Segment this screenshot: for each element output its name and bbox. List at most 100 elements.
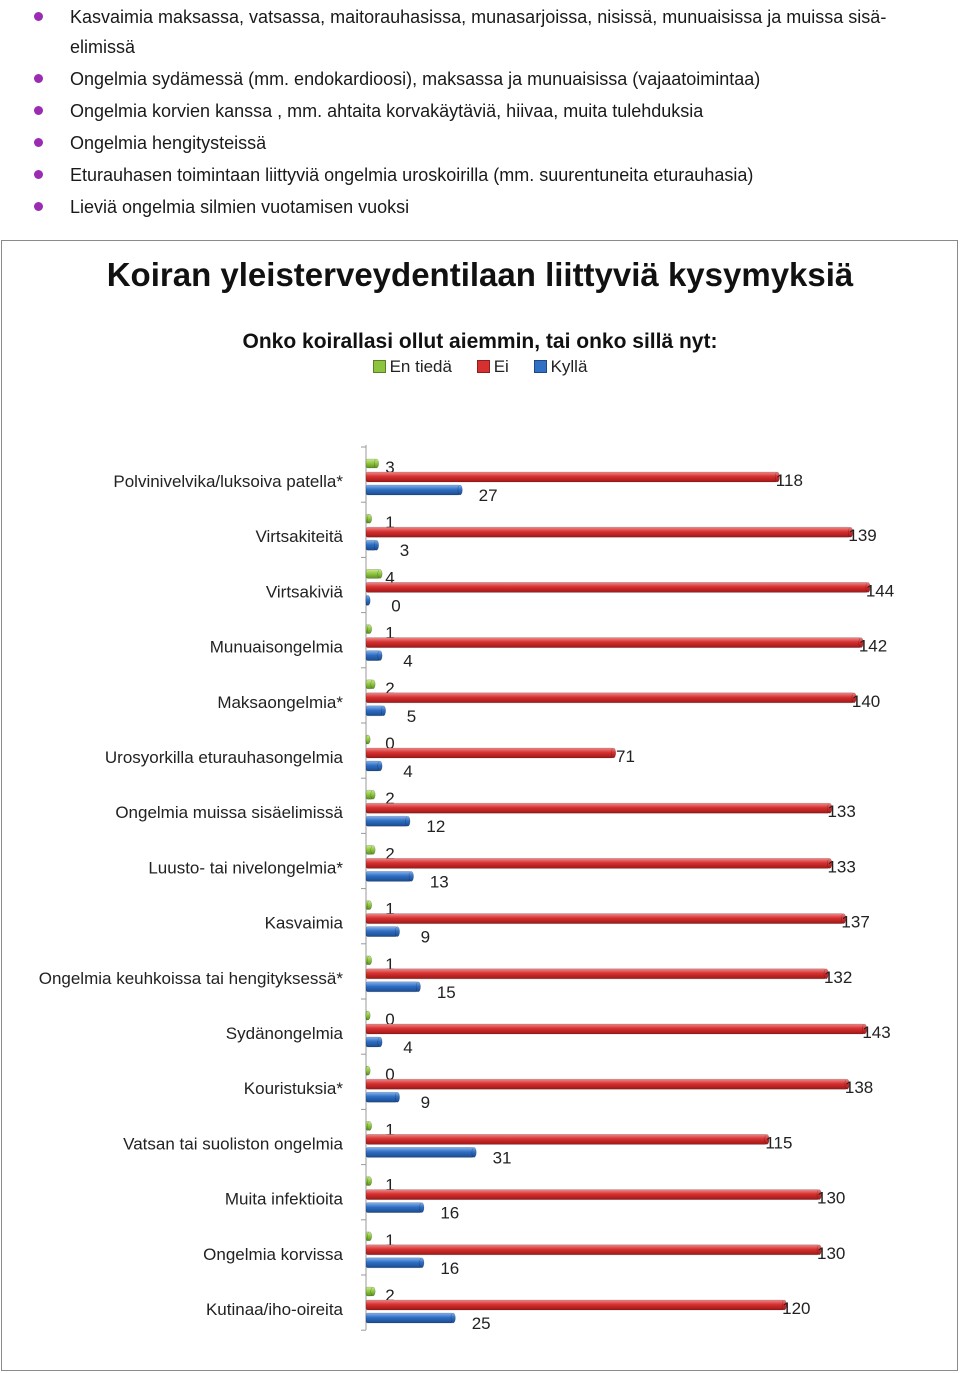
bar-cap-ei [841, 913, 847, 924]
bullet-text: Eturauhasen toimintaan liittyviä ongelmi… [70, 165, 754, 185]
legend-item-ei: Ei [476, 357, 509, 377]
chart-subtitle: Onko koirallasi ollut aiemmin, tai onko … [242, 330, 718, 353]
data-label-kylla: 16 [440, 1259, 459, 1278]
bar-cap-en-tieda [365, 1010, 371, 1021]
category-label: Kutinaa/iho-oireita [206, 1300, 344, 1319]
bar-cap-en-tieda [374, 458, 379, 469]
bar-cap-ei [823, 968, 829, 980]
data-label-kylla: 9 [421, 928, 430, 947]
bar-cap-kylla [471, 1147, 477, 1158]
data-label-kylla: 27 [479, 486, 498, 505]
bullet-text: Ongelmia korvien kanssa , mm. ahtaita ko… [70, 101, 704, 121]
bar-ei [365, 968, 827, 980]
data-label-kylla: 13 [430, 872, 449, 891]
bullet-list: Kasvaimia maksassa, vatsassa, maitorauha… [0, 0, 960, 222]
data-label-kylla: 3 [400, 541, 409, 560]
category-label: Munuaisongelmia [210, 638, 344, 657]
category-label: Vatsan tai suoliston ongelmia [123, 1134, 343, 1153]
bar-cap-ei [851, 692, 857, 704]
data-label-kylla: 4 [403, 652, 412, 671]
bar-cap-en-tieda [367, 1176, 372, 1186]
bar-cap-kylla [377, 1036, 383, 1048]
data-label-kylla: 0 [391, 596, 400, 615]
data-label-en-tieda: 1 [385, 955, 394, 974]
category-label: Ongelmia keuhkoissa tai hengityksessä* [39, 969, 344, 988]
category-label: Virtsakiviä [266, 582, 344, 601]
data-label-en-tieda: 2 [385, 844, 394, 863]
data-label-ei: 138 [845, 1078, 873, 1097]
category-label: Luusto- tai nivelongelmia* [148, 858, 343, 877]
bar-kylla [365, 1257, 423, 1269]
bar-kylla [365, 815, 409, 827]
data-label-en-tieda: 1 [385, 1176, 394, 1195]
bar-cap-ei [827, 802, 833, 814]
data-label-en-tieda: 1 [385, 513, 394, 532]
data-label-ei: 130 [817, 1189, 845, 1208]
data-label-en-tieda: 0 [385, 1065, 394, 1084]
bar-cap-en-tieda [370, 789, 376, 800]
bar-cap-ei [827, 858, 833, 869]
legend-label-kylla: Kyllä [550, 357, 588, 376]
bar-ei [365, 471, 778, 483]
data-label-en-tieda: 0 [385, 1010, 394, 1029]
data-label-kylla: 15 [437, 983, 456, 1002]
bullet-dot-icon [34, 170, 43, 179]
data-label-ei: 132 [824, 968, 852, 987]
bar-cap-en-tieda [367, 513, 372, 524]
data-label-en-tieda: 2 [385, 1286, 394, 1305]
bar-cap-kylla [377, 650, 383, 661]
bar-cap-ei [764, 1134, 770, 1145]
bar-cap-kylla [450, 1312, 456, 1324]
bullet-item: Ongelmia korvien kanssa , mm. ahtaita ko… [0, 96, 960, 126]
bar-cap-en-tieda [370, 679, 376, 690]
data-label-en-tieda: 1 [385, 900, 394, 919]
category-label: Kouristuksia* [244, 1079, 344, 1098]
data-label-ei: 115 [765, 1133, 792, 1152]
legend-label-ei: Ei [493, 357, 509, 376]
bullet-dot-icon [34, 202, 43, 211]
bar-ei [365, 858, 830, 869]
bullet-dot-icon [34, 106, 43, 115]
bar-cap-ei [611, 747, 616, 759]
bar-cap-kylla [415, 981, 421, 993]
bullet-text: Ongelmia hengitysteissä [70, 133, 267, 153]
category-label: Urosyorkilla eturauhasongelmia [105, 748, 344, 767]
bar-ei [365, 802, 830, 814]
bar-cap-kylla [377, 760, 383, 772]
data-label-kylla: 16 [440, 1204, 459, 1223]
legend-swatch-kylla [533, 360, 547, 373]
data-label-ei: 137 [841, 913, 869, 932]
bar-ei [365, 1299, 785, 1311]
category-label: Sydänongelmia [226, 1024, 344, 1043]
category-label: Polvinivelvika/luksoiva patella* [113, 472, 343, 491]
legend-swatch-ei [476, 360, 490, 373]
bar-cap-kylla [380, 705, 386, 717]
data-label-ei: 139 [848, 526, 876, 545]
bullet-item: Ongelmia sydämessä (mm. endokardioosi), … [0, 64, 960, 94]
data-label-kylla: 4 [403, 762, 412, 781]
data-label-en-tieda: 2 [385, 789, 394, 808]
data-label-kylla: 5 [407, 707, 416, 726]
bar-cap-ei [865, 582, 871, 593]
bar-kylla [365, 926, 398, 937]
bar-ei [365, 1244, 820, 1256]
data-label-ei: 71 [616, 747, 635, 766]
chart-title: Koiran yleisterveydentilaan liittyviä ky… [106, 256, 854, 293]
bullet-item: Ongelmia hengitysteissä [0, 128, 960, 158]
bar-ei [365, 1023, 865, 1035]
data-label-en-tieda: 1 [385, 1231, 394, 1250]
bar-ei [365, 1078, 848, 1090]
bullet-text: Kasvaimia maksassa, vatsassa, maitorauha… [70, 7, 887, 57]
bar-ei [365, 692, 855, 704]
data-label-ei: 120 [782, 1299, 810, 1318]
data-label-kylla: 12 [426, 817, 445, 836]
bar-cap-en-tieda [377, 569, 383, 579]
bar-cap-en-tieda [370, 845, 376, 855]
bullet-text: Lieviä ongelmia silmien vuotamisen vuoks… [70, 197, 410, 217]
data-label-kylla: 25 [472, 1314, 491, 1333]
bar-cap-kylla [408, 871, 414, 882]
data-label-en-tieda: 1 [385, 624, 394, 643]
bar-cap-kylla [457, 484, 463, 496]
data-label-ei: 143 [862, 1023, 890, 1042]
